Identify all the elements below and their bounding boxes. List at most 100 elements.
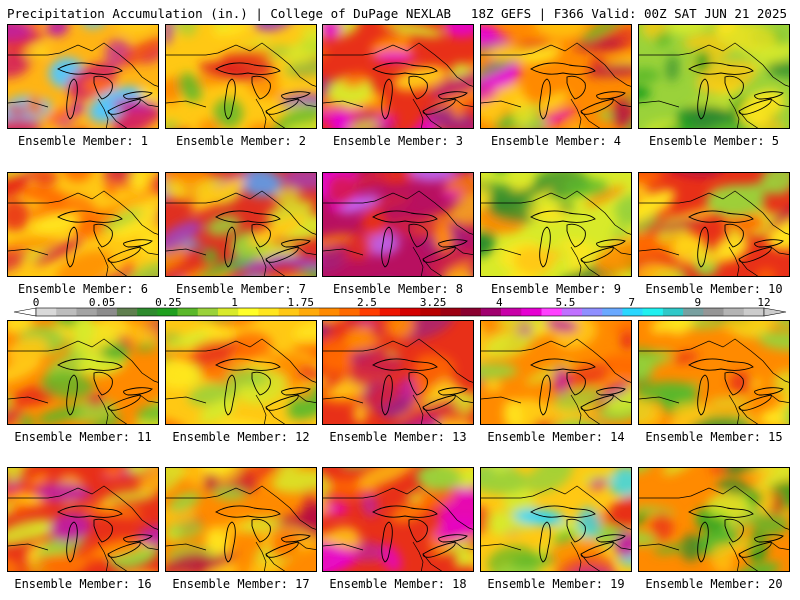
- precip-blob: [323, 324, 333, 341]
- precip-blob: [545, 321, 579, 333]
- precip-blob: [166, 507, 198, 525]
- precip-blob: [707, 398, 752, 407]
- ensemble-member-label: Ensemble Member: 12: [172, 430, 310, 444]
- precip-blob: [203, 473, 218, 492]
- great-lakes-outline: [372, 62, 468, 120]
- state-borders: [639, 42, 789, 128]
- great-lakes-outline: [688, 505, 784, 563]
- state-borders: [639, 485, 789, 571]
- precip-blob: [323, 472, 331, 504]
- precip-blob: [267, 254, 316, 269]
- precip-blob: [323, 25, 343, 41]
- precip-blob: [380, 25, 444, 38]
- precip-blob: [481, 25, 499, 42]
- precip-blob: [365, 195, 412, 208]
- state-borders: [481, 338, 631, 424]
- great-lakes-outline: [215, 210, 311, 268]
- precip-blob: [513, 508, 565, 526]
- precip-blob: [481, 184, 488, 203]
- ensemble-member-label: Ensemble Member: 15: [645, 430, 783, 444]
- precip-blob: [166, 571, 202, 572]
- precip-blob: [296, 366, 316, 382]
- precip-blob: [8, 479, 23, 493]
- precip-field-map: [323, 25, 473, 128]
- precip-blob: [56, 117, 75, 128]
- precip-field-map: [481, 25, 631, 128]
- precip-blob: [120, 36, 158, 67]
- precip-field-map: [8, 25, 158, 128]
- precip-blob: [639, 67, 661, 84]
- precip-blob: [639, 397, 663, 424]
- scale-swatch: [703, 308, 724, 316]
- precip-blob: [342, 72, 370, 88]
- precip-blob: [323, 107, 364, 123]
- precip-blob: [265, 200, 315, 222]
- great-lakes-outline: [57, 505, 153, 563]
- scale-swatch: [602, 308, 623, 316]
- precip-blob: [654, 31, 672, 48]
- ensemble-map-panel: [638, 172, 790, 277]
- ensemble-map-panel: [7, 172, 159, 277]
- ensemble-member-label: Ensemble Member: 8: [332, 282, 464, 296]
- precip-blob: [481, 506, 493, 534]
- precip-blob: [499, 183, 552, 204]
- scale-swatch: [521, 308, 542, 316]
- great-lakes-outline: [57, 358, 153, 416]
- precip-blob: [644, 349, 673, 366]
- precip-field-map: [323, 468, 473, 571]
- great-lakes-outline: [372, 210, 468, 268]
- precip-blob: [326, 173, 357, 205]
- great-lakes-outline: [57, 62, 153, 120]
- ensemble-map-panel: [480, 320, 632, 425]
- state-borders: [323, 485, 473, 571]
- precip-blob: [537, 92, 569, 111]
- ensemble-member-label: Ensemble Member: 6: [17, 282, 149, 296]
- precip-blob: [213, 98, 244, 128]
- ensemble-map-panel: [7, 320, 159, 425]
- precip-blob: [454, 548, 473, 567]
- precip-blob: [166, 331, 210, 351]
- precip-blob: [650, 512, 674, 542]
- precip-blob: [696, 60, 757, 95]
- precip-blob: [72, 321, 95, 346]
- ensemble-member-label: Ensemble Member: 1: [17, 134, 149, 148]
- precip-blob: [552, 365, 570, 397]
- precip-blob: [8, 199, 30, 231]
- scale-max-arrow: [763, 307, 787, 317]
- precip-blob: [392, 34, 411, 50]
- precip-blob: [55, 250, 113, 276]
- precip-blob: [323, 233, 356, 248]
- precip-blob: [299, 500, 316, 520]
- precip-blob: [269, 105, 316, 128]
- precip-blob: [485, 380, 502, 391]
- precip-blob: [488, 198, 544, 223]
- precip-blob: [614, 194, 631, 223]
- precip-blob: [639, 530, 659, 546]
- state-borders: [166, 485, 316, 571]
- precip-blob: [357, 468, 417, 488]
- great-lakes-outline: [530, 210, 626, 268]
- precip-blob: [553, 555, 615, 571]
- precip-blob: [8, 357, 42, 383]
- precip-blob: [247, 215, 306, 246]
- precip-blob: [8, 50, 30, 79]
- great-lakes-outline: [372, 505, 468, 563]
- precip-blob: [597, 381, 631, 400]
- precip-blob: [510, 96, 534, 125]
- precip-blob: [403, 398, 464, 424]
- precip-blob: [525, 468, 573, 494]
- precip-blob: [212, 25, 250, 37]
- state-borders: [8, 42, 158, 128]
- precip-blob: [68, 101, 86, 116]
- scale-tick-label: 12: [757, 296, 771, 309]
- ensemble-member-label: Ensemble Member: 2: [175, 134, 307, 148]
- precip-blob: [639, 381, 697, 403]
- precip-blob: [710, 545, 734, 571]
- precip-blob: [241, 517, 281, 533]
- ensemble-map-panel: [480, 24, 632, 129]
- ensemble-map-panel: [480, 467, 632, 572]
- precip-blob: [719, 121, 747, 128]
- scale-swatch: [440, 308, 461, 316]
- precip-blob: [653, 218, 706, 232]
- precip-blob: [195, 256, 256, 276]
